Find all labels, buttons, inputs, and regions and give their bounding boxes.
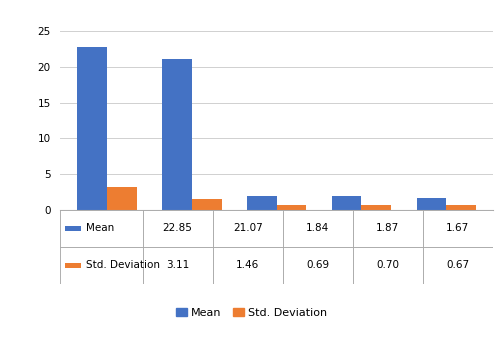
FancyBboxPatch shape — [283, 210, 353, 247]
FancyBboxPatch shape — [423, 210, 493, 247]
Bar — [65, 263, 81, 268]
FancyBboxPatch shape — [142, 247, 213, 284]
Text: 1.67: 1.67 — [446, 223, 469, 233]
Bar — [77, 47, 107, 210]
Text: 21.07: 21.07 — [233, 223, 263, 233]
FancyBboxPatch shape — [353, 210, 423, 247]
FancyBboxPatch shape — [353, 247, 423, 284]
FancyBboxPatch shape — [142, 210, 213, 247]
Text: 1.84: 1.84 — [306, 223, 329, 233]
Text: 1.46: 1.46 — [236, 260, 259, 270]
Text: Std. Deviation: Std. Deviation — [86, 260, 159, 270]
Bar — [65, 225, 81, 231]
Bar — [332, 196, 362, 210]
Bar — [446, 205, 476, 210]
Bar — [107, 187, 137, 210]
FancyBboxPatch shape — [283, 247, 353, 284]
Text: 0.67: 0.67 — [446, 260, 469, 270]
FancyBboxPatch shape — [60, 247, 142, 284]
Text: 3.11: 3.11 — [166, 260, 189, 270]
Legend: Mean, Std. Deviation: Mean, Std. Deviation — [171, 303, 332, 322]
Text: Mean: Mean — [86, 223, 114, 233]
FancyBboxPatch shape — [213, 210, 283, 247]
Text: 0.70: 0.70 — [376, 260, 399, 270]
FancyBboxPatch shape — [423, 247, 493, 284]
Text: 0.69: 0.69 — [306, 260, 329, 270]
FancyBboxPatch shape — [60, 210, 142, 247]
Text: 22.85: 22.85 — [162, 223, 193, 233]
Bar — [192, 199, 221, 210]
Bar — [362, 204, 391, 210]
Text: 1.87: 1.87 — [376, 223, 399, 233]
Bar — [162, 59, 192, 210]
Bar — [277, 204, 306, 210]
Bar — [416, 198, 446, 210]
FancyBboxPatch shape — [213, 247, 283, 284]
Bar — [247, 196, 277, 210]
